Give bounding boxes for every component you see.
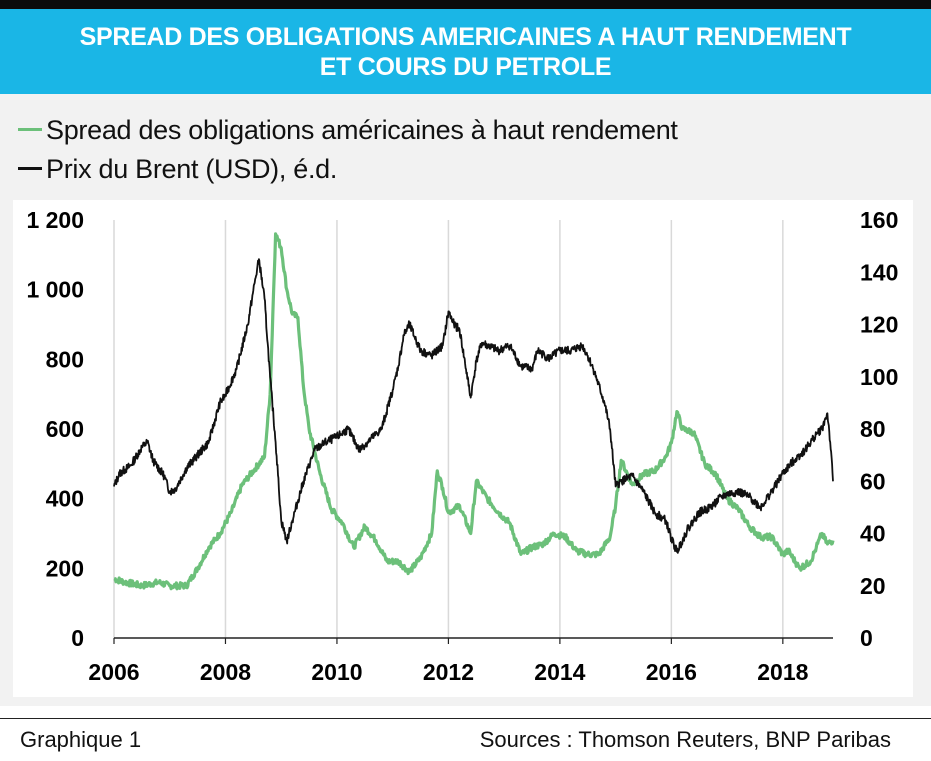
y-right-tick-label: 40 (860, 521, 886, 547)
legend-label-brent: Prix du Brent (USD), é.d. (46, 154, 338, 184)
y-right-tick-label: 140 (860, 259, 898, 285)
chart-title-line-2: ET COURS DU PETROLE (319, 52, 612, 81)
y-left-tick-label: 600 (46, 416, 84, 442)
footer-rule (0, 718, 931, 719)
chart-title-line-1: SPREAD DES OBLIGATIONS AMERICAINES A HAU… (79, 22, 852, 51)
y-right-tick-label: 80 (860, 416, 886, 442)
legend-item-brent: Prix du Brent (USD), é.d. (18, 154, 337, 185)
series-line-spread (113, 232, 835, 591)
y-right-tick-label: 20 (860, 573, 886, 599)
y-left-tick-label: 0 (71, 625, 84, 651)
series-line-brent (113, 258, 834, 554)
y-left-tick-label: 200 (46, 555, 84, 581)
legend-swatch-spread (18, 128, 42, 132)
y-left-tick-label: 800 (46, 346, 84, 372)
y-left-tick-label: 400 (46, 486, 84, 512)
x-tick-label: 2006 (88, 659, 139, 685)
x-tick-label: 2016 (646, 659, 697, 685)
plot-area (13, 200, 913, 697)
y-left-tick-label: 1 200 (26, 207, 84, 233)
top-rule (0, 0, 931, 9)
legend-label-spread: Spread des obligations américaines à hau… (46, 115, 678, 145)
sources-note: Sources : Thomson Reuters, BNP Paribas (479, 727, 891, 752)
x-tick-label: 2008 (200, 659, 251, 685)
x-tick-label: 2012 (423, 659, 474, 685)
legend-swatch-brent (18, 167, 42, 171)
y-right-tick-label: 160 (860, 207, 898, 233)
figure-label: Graphique 1 (20, 727, 142, 752)
y-right-tick-label: 100 (860, 364, 898, 390)
x-tick-label: 2014 (534, 659, 585, 685)
y-right-tick-label: 120 (860, 312, 898, 338)
y-right-tick-label: 60 (860, 468, 886, 494)
title-banner: SPREAD DES OBLIGATIONS AMERICAINES A HAU… (0, 9, 931, 94)
y-left-tick-label: 1 000 (26, 277, 84, 303)
y-right-tick-label: 0 (860, 625, 873, 651)
legend-item-spread: Spread des obligations américaines à hau… (18, 115, 678, 146)
x-tick-label: 2018 (757, 659, 808, 685)
x-tick-label: 2010 (311, 659, 362, 685)
